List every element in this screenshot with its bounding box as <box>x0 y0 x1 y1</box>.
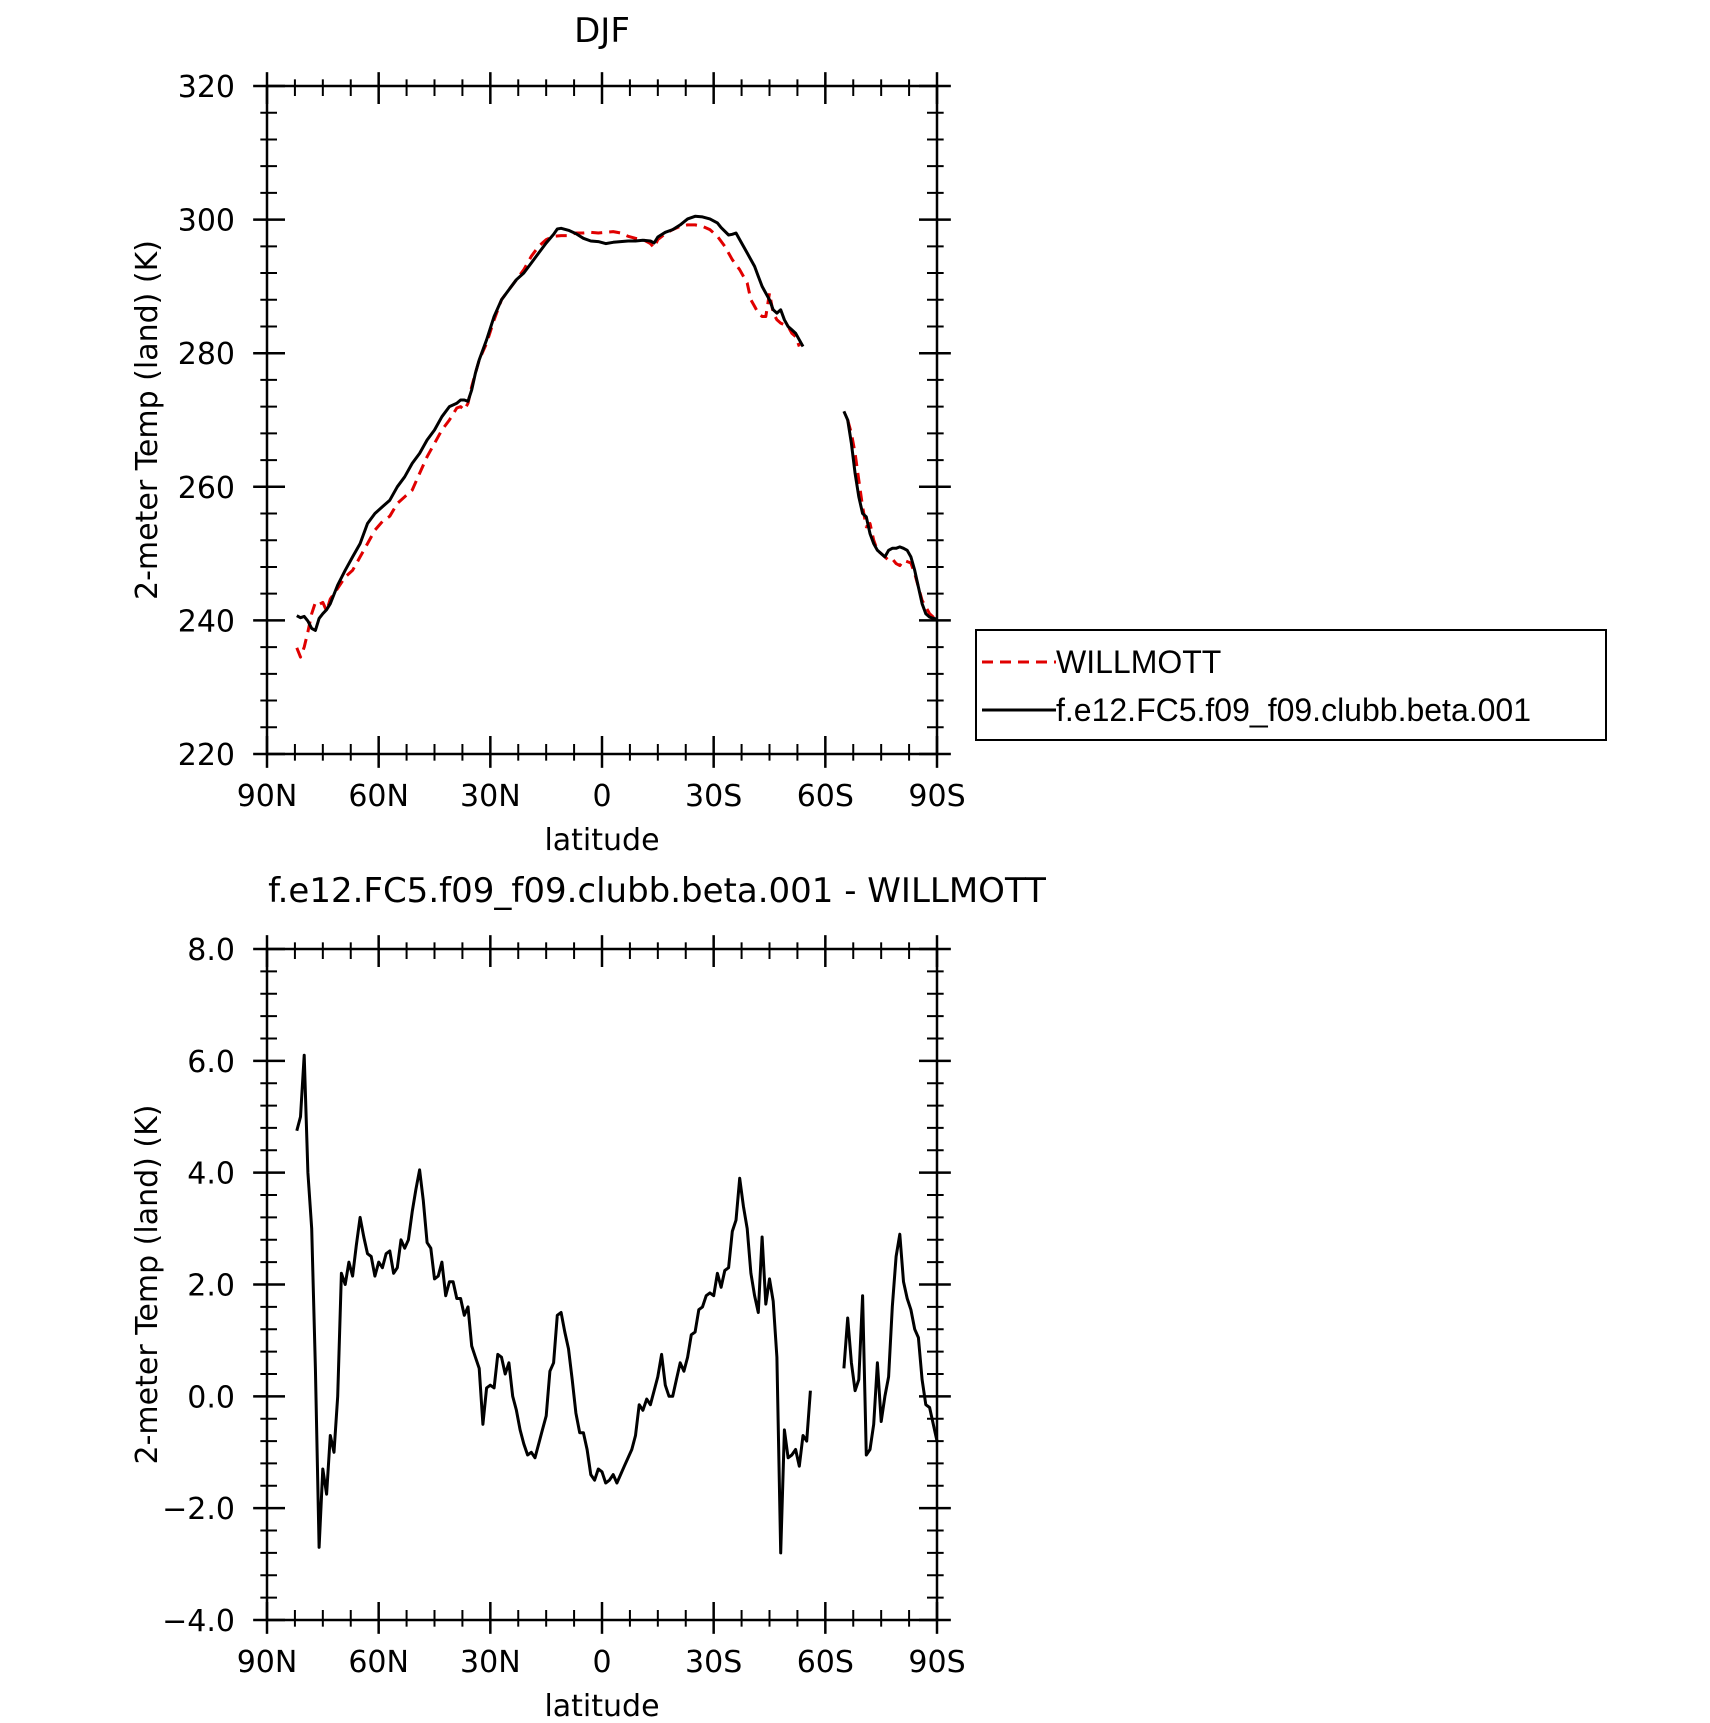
y-tick-label: 300 <box>178 204 235 239</box>
legend-label-willmott: WILLMOTT <box>1056 644 1221 680</box>
x-tick-label: 30N <box>460 1645 521 1680</box>
series-line-difference-1 <box>295 1053 812 1555</box>
y-tick-label: 0.0 <box>187 1380 235 1415</box>
y-tick-label: −4.0 <box>162 1604 235 1639</box>
y-axis-label: 2-meter Temp (land) (K) <box>130 240 165 600</box>
y-tick-label: 260 <box>178 471 235 506</box>
y-tick-label: 220 <box>178 738 235 773</box>
x-tick-label: 0 <box>592 1645 611 1680</box>
y-tick-label: 240 <box>178 604 235 639</box>
chart-title: DJF <box>574 11 630 51</box>
x-tick-label: 30N <box>460 779 521 814</box>
x-tick-label: 60S <box>797 1645 854 1680</box>
y-axis-label: 2-meter Temp (land) (K) <box>130 1105 165 1465</box>
x-axis-label: latitude <box>544 823 659 858</box>
y-tick-label: 280 <box>178 337 235 372</box>
series-line-f-e12-fc5-f09-f09-clubb-beta-001-2 <box>842 410 938 621</box>
x-tick-label: 60N <box>348 1645 409 1680</box>
x-tick-label: 0 <box>592 779 611 814</box>
y-tick-label: −2.0 <box>162 1492 235 1527</box>
series-line-difference-2 <box>842 1232 939 1457</box>
x-tick-label: 60N <box>348 779 409 814</box>
series-line-willmott-1 <box>295 223 801 659</box>
y-tick-label: 6.0 <box>187 1045 235 1080</box>
x-axis-label: latitude <box>544 1689 659 1723</box>
plot-frame <box>265 84 939 756</box>
plot-frame <box>265 947 939 1622</box>
x-tick-label: 60S <box>797 779 854 814</box>
legend: WILLMOTT f.e12.FC5.f09_f09.clubb.beta.001 <box>975 629 1607 741</box>
x-tick-label: 30S <box>685 779 742 814</box>
top-plot: 90N 60N 30N 0 30S 60S 90S 220 240 260 280 300 320 DJF… <box>130 11 966 858</box>
series-line-f-e12-fc5-f09-f09-clubb-beta-001-1 <box>296 214 805 632</box>
x-tick-label: 90S <box>908 1645 965 1680</box>
x-tick-label: 90S <box>908 779 965 814</box>
x-tick-label: 90N <box>237 1645 298 1680</box>
legend-box <box>975 629 1607 741</box>
chart-title: f.e12.FC5.f09_f09.clubb.beta.001 - WILLM… <box>268 871 1046 911</box>
legend-label-f-e12-fc5-f09-f09-clubb-beta-001: f.e12.FC5.f09_f09.clubb.beta.001 <box>1056 692 1531 728</box>
x-tick-label: 30S <box>685 1645 742 1680</box>
y-tick-label: 320 <box>178 70 235 105</box>
y-tick-label: 2.0 <box>187 1269 235 1304</box>
y-tick-label: 4.0 <box>187 1157 235 1192</box>
x-tick-label: 90N <box>237 779 298 814</box>
series-line-willmott-2 <box>846 419 938 622</box>
bottom-plot: 90N 60N 30N 0 30S 60S 90S −4.0 −2.0 0.0 2.0 4.0 6.0 8… <box>130 871 1046 1723</box>
y-tick-label: 8.0 <box>187 933 235 968</box>
